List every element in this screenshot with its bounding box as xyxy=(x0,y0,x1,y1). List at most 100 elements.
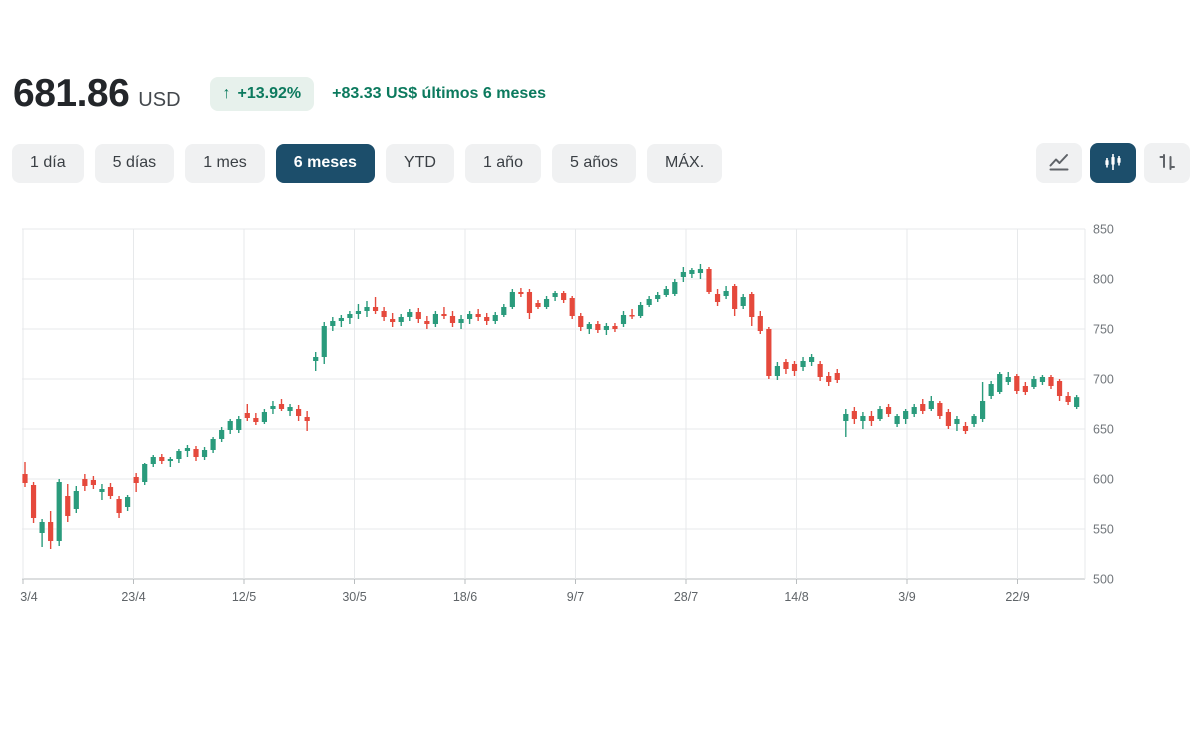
candle xyxy=(945,412,951,426)
candle xyxy=(449,316,456,323)
candle xyxy=(526,292,533,313)
candle xyxy=(868,416,875,421)
candle xyxy=(458,319,464,323)
candlestick-chart-icon xyxy=(1101,150,1125,177)
candle xyxy=(22,474,28,483)
candle xyxy=(629,315,635,317)
y-axis-label: 700 xyxy=(1093,373,1114,387)
candle xyxy=(569,298,575,316)
candle xyxy=(236,419,242,430)
candle xyxy=(672,282,678,294)
change-percent-badge: ↑ +13.92% xyxy=(209,77,315,111)
ohlc-bars-button[interactable] xyxy=(1144,143,1190,183)
candle xyxy=(997,374,1003,392)
candle xyxy=(509,292,515,307)
candle xyxy=(561,293,567,300)
x-axis-label: 28/7 xyxy=(674,590,698,604)
candle xyxy=(338,318,344,321)
range-tab-max[interactable]: MÁX. xyxy=(647,143,723,183)
candle xyxy=(467,314,473,319)
change-percent-value: +13.92% xyxy=(237,85,302,102)
candle xyxy=(518,292,524,294)
range-tab-5-anos[interactable]: 5 años xyxy=(551,143,637,183)
candle xyxy=(920,404,926,411)
candle xyxy=(210,439,216,450)
candle xyxy=(424,321,430,324)
range-tab-6-meses[interactable]: 6 meses xyxy=(275,143,375,183)
range-tab-5-dias[interactable]: 5 días xyxy=(94,143,175,183)
candle xyxy=(612,326,618,329)
toolbar: 1 día 5 días 1 mes 6 meses YTD 1 año 5 años MÁX… xyxy=(12,143,1190,183)
candle xyxy=(655,295,661,299)
candle xyxy=(851,411,857,419)
candle xyxy=(296,409,302,416)
candle xyxy=(65,496,71,516)
candle xyxy=(595,324,601,330)
candle xyxy=(843,414,849,421)
candlestick-chart-button[interactable] xyxy=(1090,143,1136,183)
candle xyxy=(809,357,815,362)
candle xyxy=(800,361,806,367)
candle xyxy=(381,311,387,317)
candle xyxy=(732,286,738,309)
y-axis-label: 550 xyxy=(1093,523,1114,537)
x-axis-label: 14/8 xyxy=(784,590,808,604)
candle xyxy=(321,326,327,357)
candle xyxy=(142,464,148,482)
range-tab-1-mes[interactable]: 1 mes xyxy=(185,143,265,183)
candle xyxy=(176,451,182,459)
candle xyxy=(552,293,558,297)
candle xyxy=(954,419,960,424)
x-axis-label: 18/6 xyxy=(453,590,477,604)
x-axis-label: 23/4 xyxy=(121,590,145,604)
candle xyxy=(330,321,336,326)
ohlc-bars-icon xyxy=(1155,150,1179,177)
candle xyxy=(407,312,413,317)
y-axis-label: 600 xyxy=(1093,473,1114,487)
candle xyxy=(244,413,250,418)
chart-canvas[interactable]: 850 800 750 700 650 600 550 500 3/4 23/4 12/5 30/5 1… xyxy=(0,221,1200,631)
candle xyxy=(928,401,934,409)
candle xyxy=(774,366,780,376)
candle xyxy=(980,401,986,419)
candle xyxy=(1031,379,1037,387)
candle xyxy=(740,297,746,306)
candle xyxy=(278,404,285,409)
candle xyxy=(757,316,763,331)
candle xyxy=(133,477,139,483)
candle xyxy=(723,291,729,296)
range-tabs: 1 día 5 días 1 mes 6 meses YTD 1 año 5 años MÁX… xyxy=(12,143,723,183)
candle xyxy=(620,315,627,324)
candle xyxy=(125,497,131,507)
y-axis-label: 850 xyxy=(1093,223,1114,237)
candle xyxy=(988,384,994,396)
candle xyxy=(937,403,943,416)
candle xyxy=(894,416,900,424)
line-chart-button[interactable] xyxy=(1036,143,1082,183)
candle xyxy=(355,311,362,314)
candle xyxy=(313,357,319,361)
candle xyxy=(543,299,550,307)
range-tab-ytd[interactable]: YTD xyxy=(385,143,454,183)
range-tab-1-ano[interactable]: 1 año xyxy=(464,143,541,183)
candle xyxy=(501,307,507,315)
range-tab-1-dia[interactable]: 1 día xyxy=(12,143,84,183)
candlestick-chart: 850 800 750 700 650 600 550 500 3/4 23/4 12/5 30/5 1… xyxy=(0,221,1200,631)
x-axis-label: 12/5 xyxy=(232,590,256,604)
candle xyxy=(99,489,105,492)
candle xyxy=(834,373,840,380)
candle xyxy=(150,457,156,464)
candle xyxy=(1005,377,1011,382)
x-axis-label: 22/9 xyxy=(1005,590,1029,604)
candle xyxy=(689,270,695,274)
candle xyxy=(646,299,652,305)
y-axis-label: 500 xyxy=(1093,573,1114,587)
candle xyxy=(73,491,79,509)
x-axis-label: 3/9 xyxy=(898,590,915,604)
candle xyxy=(372,307,379,311)
candle xyxy=(159,457,165,461)
x-axis-label: 3/4 xyxy=(20,590,37,604)
candle xyxy=(193,449,199,457)
x-axis-label: 30/5 xyxy=(342,590,366,604)
candle xyxy=(227,421,233,430)
